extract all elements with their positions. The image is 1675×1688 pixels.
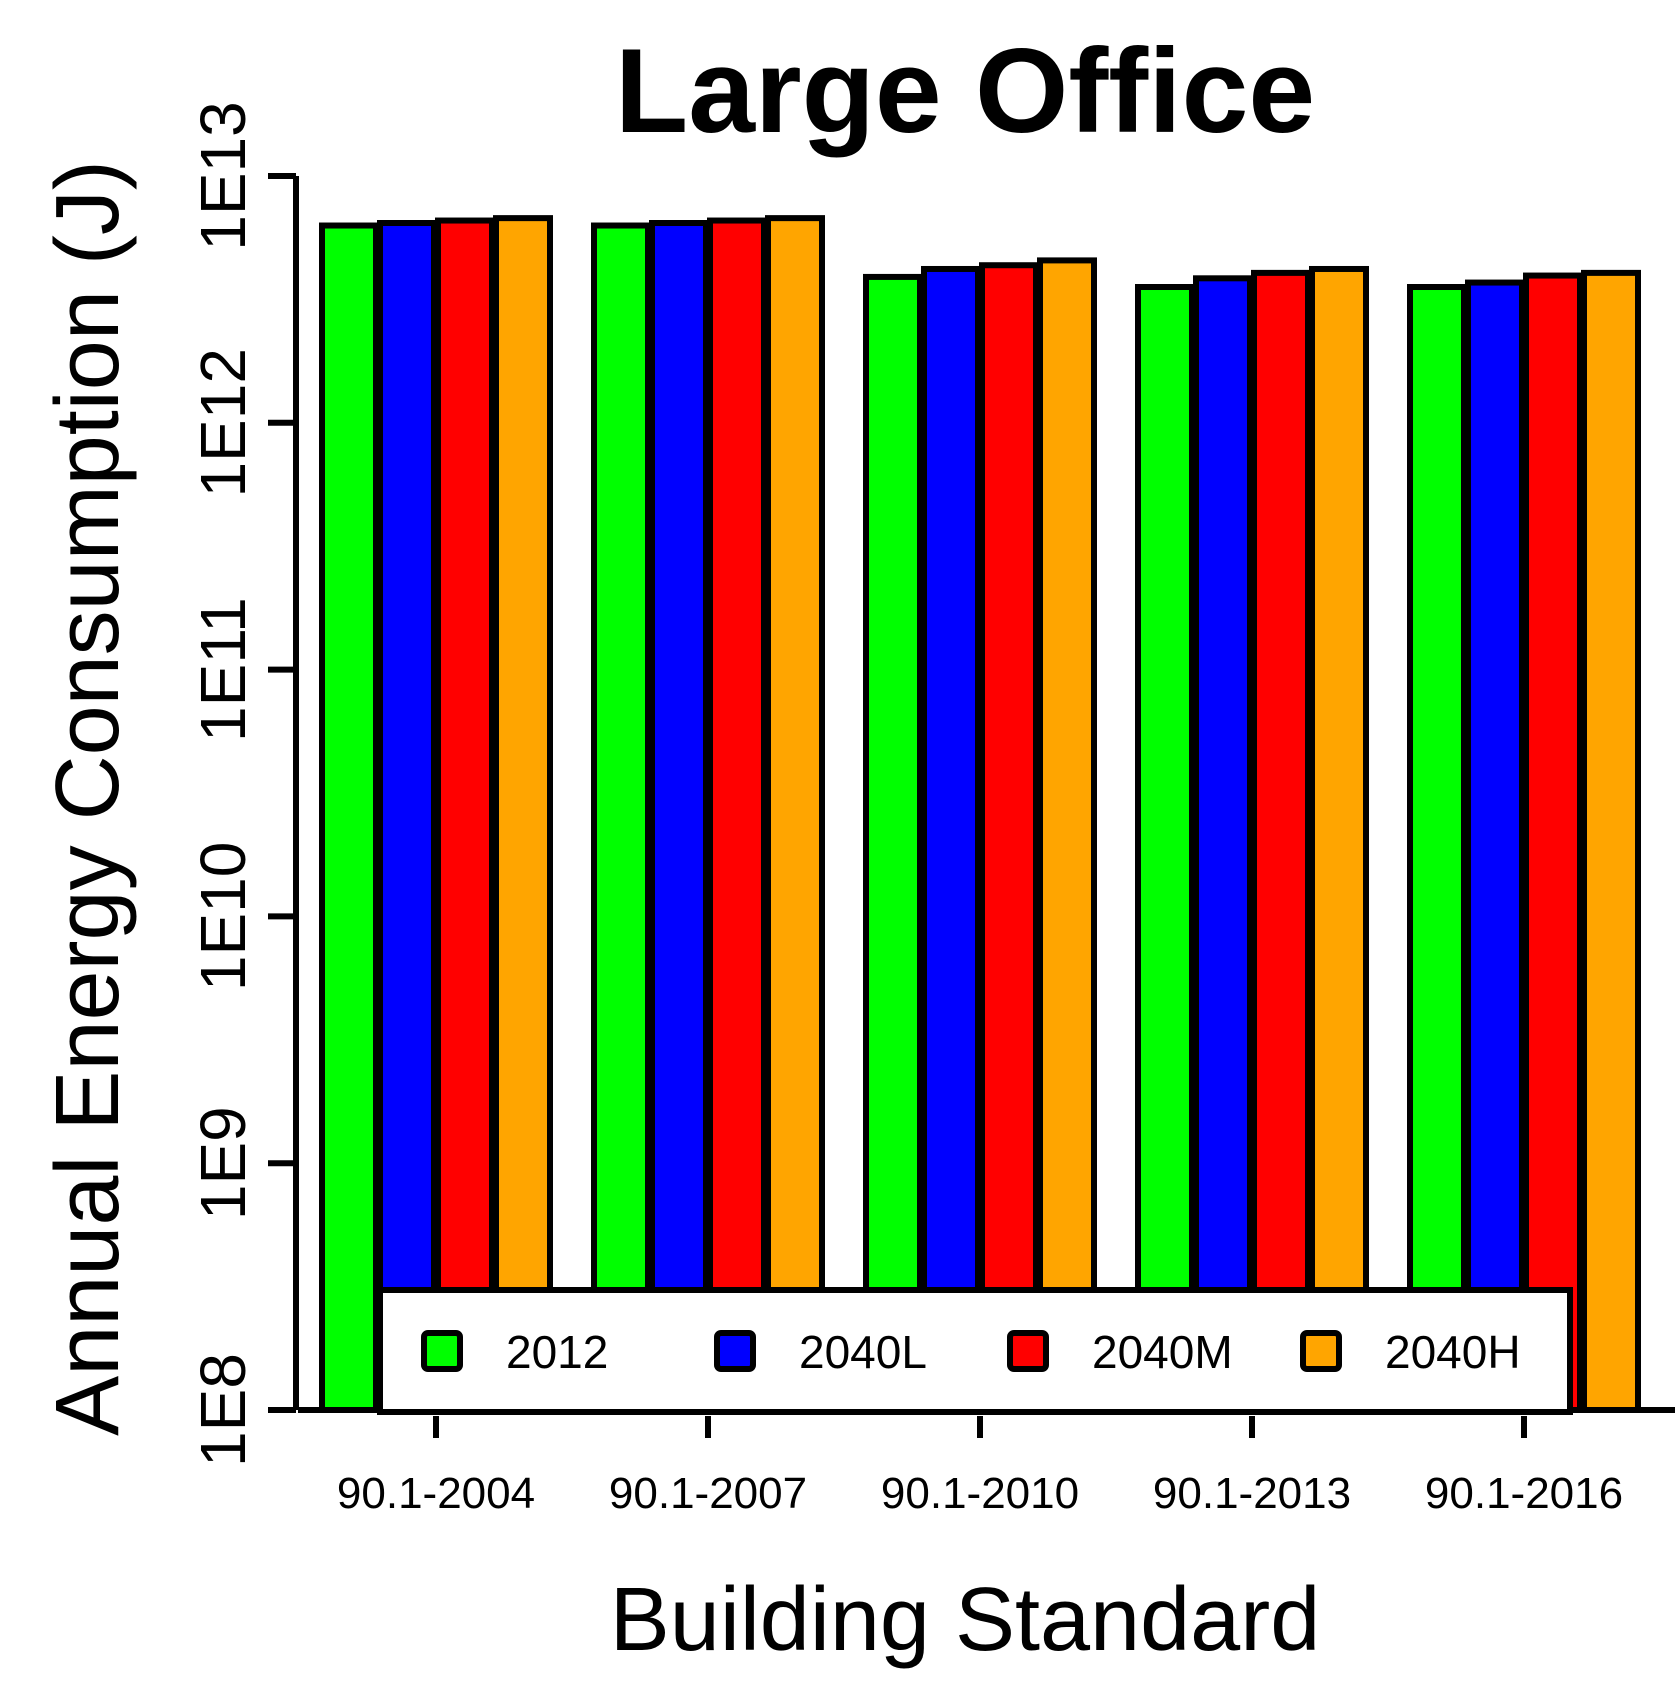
legend-label-2040H: 2040H [1385, 1326, 1521, 1378]
legend-swatch-2040M [1007, 1330, 1049, 1372]
y-axis-label: Annual Energy Consumption (J) [38, 160, 138, 1436]
bar-90.1-2016-2040L [1465, 279, 1525, 1413]
y-tick-label-1E11: 1E11 [187, 597, 259, 742]
x-axis-label: Building Standard [610, 1570, 1321, 1670]
chart-title: Large Office [615, 24, 1315, 158]
legend-label-2040M: 2040M [1092, 1326, 1233, 1378]
bar-90.1-2010-2040M [979, 262, 1039, 1414]
x-tick-label-90.1-2013: 90.1-2013 [1153, 1469, 1351, 1518]
x-tick-label-90.1-2010: 90.1-2010 [881, 1469, 1079, 1518]
bar-90.1-2007-2012 [591, 222, 651, 1414]
x-tick-label-90.1-2007: 90.1-2007 [609, 1469, 807, 1518]
y-tick-label-1E9: 1E9 [187, 1106, 259, 1220]
bar-90.1-2013-2040H [1309, 265, 1369, 1414]
x-tick-label-90.1-2004: 90.1-2004 [337, 1469, 535, 1518]
bar-90.1-2016-2040M [1523, 272, 1583, 1414]
bar-90.1-2010-2040L [921, 265, 981, 1414]
bar-90.1-2016-2012 [1407, 284, 1467, 1413]
legend-swatch-2040L [714, 1330, 756, 1372]
bar-90.1-2007-2040M [707, 217, 767, 1414]
bar-90.1-2010-2012 [863, 273, 923, 1413]
legend-label-2012: 2012 [506, 1326, 608, 1378]
x-tick-label-90.1-2016: 90.1-2016 [1425, 1469, 1623, 1518]
bar-90.1-2013-2012 [1135, 284, 1195, 1413]
legend-label-2040L: 2040L [799, 1326, 927, 1378]
legend-swatch-2040H [1300, 1330, 1342, 1372]
bar-90.1-2010-2040H [1037, 257, 1097, 1413]
legend-box [377, 1287, 1573, 1415]
bar-90.1-2004-2040M [435, 217, 495, 1414]
bar-90.1-2007-2040H [765, 215, 825, 1414]
bar-90.1-2004-2012 [319, 222, 379, 1414]
bar-90.1-2004-2040H [493, 215, 553, 1414]
legend-swatch-2012 [421, 1330, 463, 1372]
axes: 1E8 1E9 1E10 1E11 1E12 1E13 90.1-2004 90.1-2007… [187, 101, 1675, 1518]
legend: 2012 2040L 2040M 2040H [377, 1287, 1573, 1415]
bar-90.1-2016-2040H [1581, 269, 1641, 1413]
bar-90.1-2007-2040L [649, 220, 709, 1414]
y-tick-label-1E8: 1E8 [187, 1353, 259, 1467]
bars [319, 215, 1641, 1414]
bar-90.1-2013-2040M [1251, 269, 1311, 1413]
y-tick-label-1E10: 1E10 [187, 842, 259, 991]
bar-90.1-2004-2040L [377, 220, 437, 1414]
y-tick-label-1E12: 1E12 [187, 348, 259, 497]
y-tick-label-1E13: 1E13 [187, 101, 259, 250]
bar-90.1-2013-2040L [1193, 275, 1253, 1413]
